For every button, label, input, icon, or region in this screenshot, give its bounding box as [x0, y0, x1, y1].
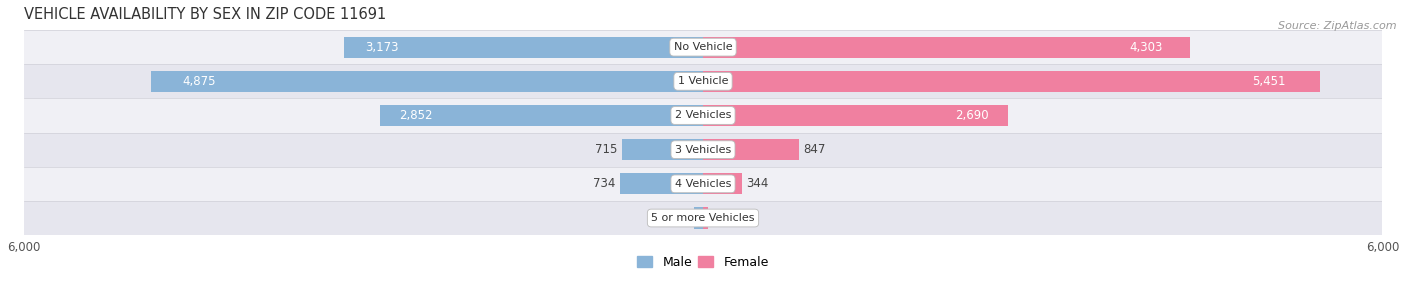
- Text: 5 or more Vehicles: 5 or more Vehicles: [651, 213, 755, 223]
- Bar: [703, 71, 1320, 92]
- Bar: [695, 207, 703, 229]
- Text: 76: 76: [675, 211, 690, 225]
- Text: 847: 847: [803, 143, 825, 156]
- Text: 734: 734: [593, 177, 616, 190]
- Text: 3 Vehicles: 3 Vehicles: [675, 145, 731, 155]
- Bar: [703, 139, 799, 160]
- Text: 1 Vehicle: 1 Vehicle: [678, 76, 728, 86]
- Text: 2,852: 2,852: [399, 109, 433, 122]
- Bar: [620, 173, 703, 194]
- Text: 4,303: 4,303: [1129, 41, 1163, 54]
- Text: No Vehicle: No Vehicle: [673, 42, 733, 52]
- Text: 3,173: 3,173: [366, 41, 398, 54]
- Text: 2,690: 2,690: [955, 109, 988, 122]
- Bar: [703, 105, 1008, 126]
- Bar: [24, 64, 1382, 99]
- Text: 4 Vehicles: 4 Vehicles: [675, 179, 731, 189]
- Bar: [24, 167, 1382, 201]
- Bar: [621, 139, 703, 160]
- Text: 715: 715: [595, 143, 617, 156]
- Text: 5,451: 5,451: [1253, 75, 1286, 88]
- Text: 4,875: 4,875: [181, 75, 215, 88]
- Bar: [24, 201, 1382, 235]
- Bar: [24, 30, 1382, 64]
- Text: VEHICLE AVAILABILITY BY SEX IN ZIP CODE 11691: VEHICLE AVAILABILITY BY SEX IN ZIP CODE …: [24, 7, 385, 22]
- Bar: [380, 105, 703, 126]
- Text: 44: 44: [713, 211, 727, 225]
- Bar: [150, 71, 703, 92]
- Text: Source: ZipAtlas.com: Source: ZipAtlas.com: [1278, 21, 1396, 32]
- Bar: [703, 36, 1191, 58]
- Bar: [703, 173, 742, 194]
- Bar: [703, 207, 709, 229]
- Legend: Male, Female: Male, Female: [633, 251, 773, 274]
- Bar: [343, 36, 703, 58]
- Text: 2 Vehicles: 2 Vehicles: [675, 110, 731, 121]
- Bar: [24, 132, 1382, 167]
- Text: 344: 344: [747, 177, 769, 190]
- Bar: [24, 99, 1382, 132]
